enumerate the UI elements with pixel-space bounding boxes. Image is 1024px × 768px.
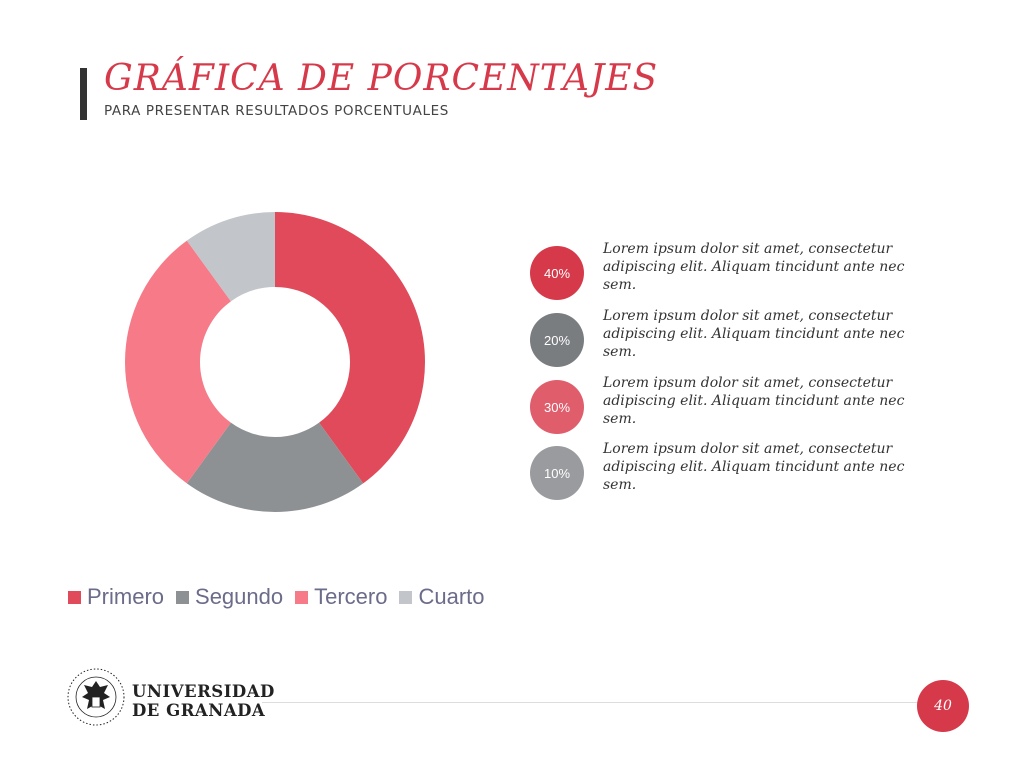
donut-slice-tercero [124,240,231,484]
footer-divider [262,702,918,703]
donut-slice-segundo [186,422,364,512]
percentage-row: 10% Lorem ipsum dolor sit amet, consecte… [520,441,940,506]
percentage-row: 40% Lorem ipsum dolor sit amet, consecte… [520,241,940,306]
row-description: Lorem ipsum dolor sit amet, consectetur … [603,441,905,493]
legend-label: Segundo [195,584,284,609]
percentage-badge: 10% [530,446,584,500]
percentage-badge: 30% [530,380,584,434]
percentage-badge: 20% [530,313,584,367]
row-description: Lorem ipsum dolor sit amet, consectetur … [603,308,905,360]
legend-label: Cuarto [418,584,485,609]
legend-swatch [399,590,413,604]
university-name: UNIVERSIDAD DE GRANADA [132,682,275,720]
legend-label: Tercero [314,584,388,609]
legend-swatch [68,590,81,604]
page-number-badge: 40 [917,680,969,732]
legend-item-tercero: Tercero [295,584,387,610]
page-subtitle: PARA PRESENTAR RESULTADOS PORCENTUALES [104,103,449,119]
university-name-line1: UNIVERSIDAD [132,682,275,701]
donut-slice-primero [275,212,426,484]
legend-swatch [176,590,190,604]
legend-swatch [295,590,309,604]
university-seal-icon [67,668,125,726]
row-description: Lorem ipsum dolor sit amet, consectetur … [603,375,905,427]
legend-label: Primero [87,584,165,609]
donut-chart [124,212,426,512]
percentage-row: 30% Lorem ipsum dolor sit amet, consecte… [520,375,940,440]
legend-item-cuarto: Cuarto [399,584,485,610]
row-description: Lorem ipsum dolor sit amet, consectetur … [603,241,905,293]
chart-legend: Primero Segundo Tercero Cuarto [68,584,485,610]
title-accent-bar [80,68,87,120]
percentage-row: 20% Lorem ipsum dolor sit amet, consecte… [520,308,940,373]
donut-slice-cuarto [186,212,275,302]
page-title: GRÁFICA DE PORCENTAJES [104,58,659,99]
legend-item-primero: Primero [68,584,164,610]
university-name-line2: DE GRANADA [132,701,266,720]
legend-item-segundo: Segundo [176,584,283,610]
percentage-badge: 40% [530,246,584,300]
